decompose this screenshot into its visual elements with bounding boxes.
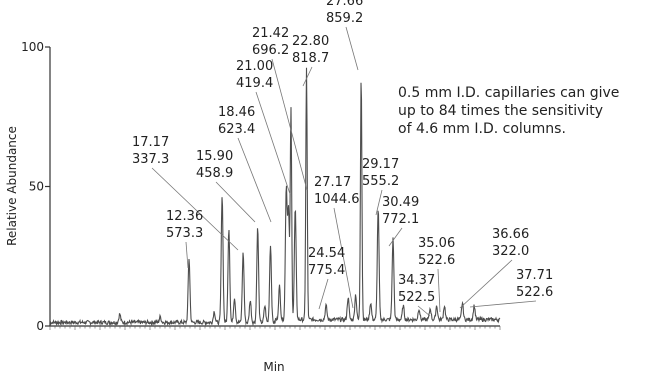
peak-leader-22.80 <box>302 66 313 87</box>
peak-rt-label-37.71: 37.71 <box>516 268 553 283</box>
peak-leader-12.36 <box>185 241 189 269</box>
x-axis-title: Min <box>263 360 284 373</box>
y-axis-title: Relative Abundance <box>5 126 19 246</box>
chromatogram-trace <box>49 67 501 327</box>
peak-leader-27.17 <box>333 207 354 309</box>
peak-leader-34.37 <box>417 305 431 317</box>
y-tick-label-100: 100 <box>21 40 44 54</box>
peak-mz-label-36.66: 322.0 <box>492 244 529 259</box>
peak-leader-29.17 <box>375 189 383 216</box>
peak-rt-label-17.17: 17.17 <box>132 135 169 150</box>
peak-leader-18.46 <box>237 137 272 223</box>
peak-leader-35.06 <box>437 268 441 313</box>
peak-rt-label-21.00: 21.00 <box>236 59 273 74</box>
peak-leader-36.66 <box>459 259 513 309</box>
annotation-line-1: 0.5 mm I.D. capillaries can give <box>398 85 619 101</box>
peak-mz-label-21.42: 696.2 <box>252 43 289 58</box>
annotation-line-2: up to 84 times the sensitivity <box>398 103 603 119</box>
peak-leader-lines <box>151 26 537 317</box>
peak-rt-label-27.66: 27.66 <box>326 0 363 9</box>
peak-rt-label-21.42: 21.42 <box>252 26 289 41</box>
peak-rt-label-29.17: 29.17 <box>362 157 399 172</box>
peak-rt-label-36.66: 36.66 <box>492 227 529 242</box>
peak-mz-label-24.54: 775.4 <box>308 263 345 278</box>
peak-mz-label-27.17: 1044.6 <box>314 192 360 207</box>
peak-leader-30.49 <box>388 227 403 247</box>
peak-mz-label-37.71: 522.6 <box>516 285 553 300</box>
peak-mz-label-15.90: 458.9 <box>196 166 233 181</box>
chart-axes: 0 50 100 <box>21 40 501 333</box>
peak-labels: 12.36 573.3 17.17 337.3 15.90 458.9 18.46 623.4… <box>132 0 553 305</box>
peak-mz-label-30.49: 772.1 <box>382 212 419 227</box>
peak-mz-label-29.17: 555.2 <box>362 174 399 189</box>
annotation-note: 0.5 mm I.D. capillaries can give up to 8… <box>398 85 619 137</box>
peak-leader-24.54 <box>318 278 329 310</box>
peak-mz-label-34.37: 522.5 <box>398 290 435 305</box>
peak-mz-label-18.46: 623.4 <box>218 122 255 137</box>
y-tick-label-50: 50 <box>29 180 44 194</box>
peak-rt-label-34.37: 34.37 <box>398 273 435 288</box>
peak-rt-label-27.17: 27.17 <box>314 175 351 190</box>
peak-leader-15.90 <box>215 181 256 223</box>
peak-mz-label-27.66: 859.2 <box>326 11 363 26</box>
x-axis-minor-ticks <box>49 326 501 330</box>
peak-mz-label-12.36: 573.3 <box>166 226 203 241</box>
peak-leader-21.42 <box>271 58 308 191</box>
peak-leader-27.66 <box>345 26 359 71</box>
peak-mz-label-35.06: 522.6 <box>418 253 455 268</box>
peak-mz-label-22.80: 818.7 <box>292 51 329 66</box>
peak-rt-label-30.49: 30.49 <box>382 195 419 210</box>
peak-leader-17.17 <box>151 167 239 251</box>
peak-mz-label-21.00: 419.4 <box>236 76 273 91</box>
peak-rt-label-35.06: 35.06 <box>418 236 455 251</box>
y-tick-label-0: 0 <box>36 319 44 333</box>
peak-rt-label-24.54: 24.54 <box>308 246 345 261</box>
peak-mz-label-17.17: 337.3 <box>132 152 169 167</box>
peak-rt-label-18.46: 18.46 <box>218 105 255 120</box>
peak-rt-label-22.80: 22.80 <box>292 34 329 49</box>
peak-rt-label-12.36: 12.36 <box>166 209 203 224</box>
y-axis-ticks: 0 50 100 <box>21 40 50 333</box>
peak-rt-label-15.90: 15.90 <box>196 149 233 164</box>
peak-leader-37.71 <box>469 300 537 308</box>
annotation-line-3: of 4.6 mm I.D. columns. <box>398 121 566 137</box>
peak-leader-21.00 <box>255 91 291 195</box>
